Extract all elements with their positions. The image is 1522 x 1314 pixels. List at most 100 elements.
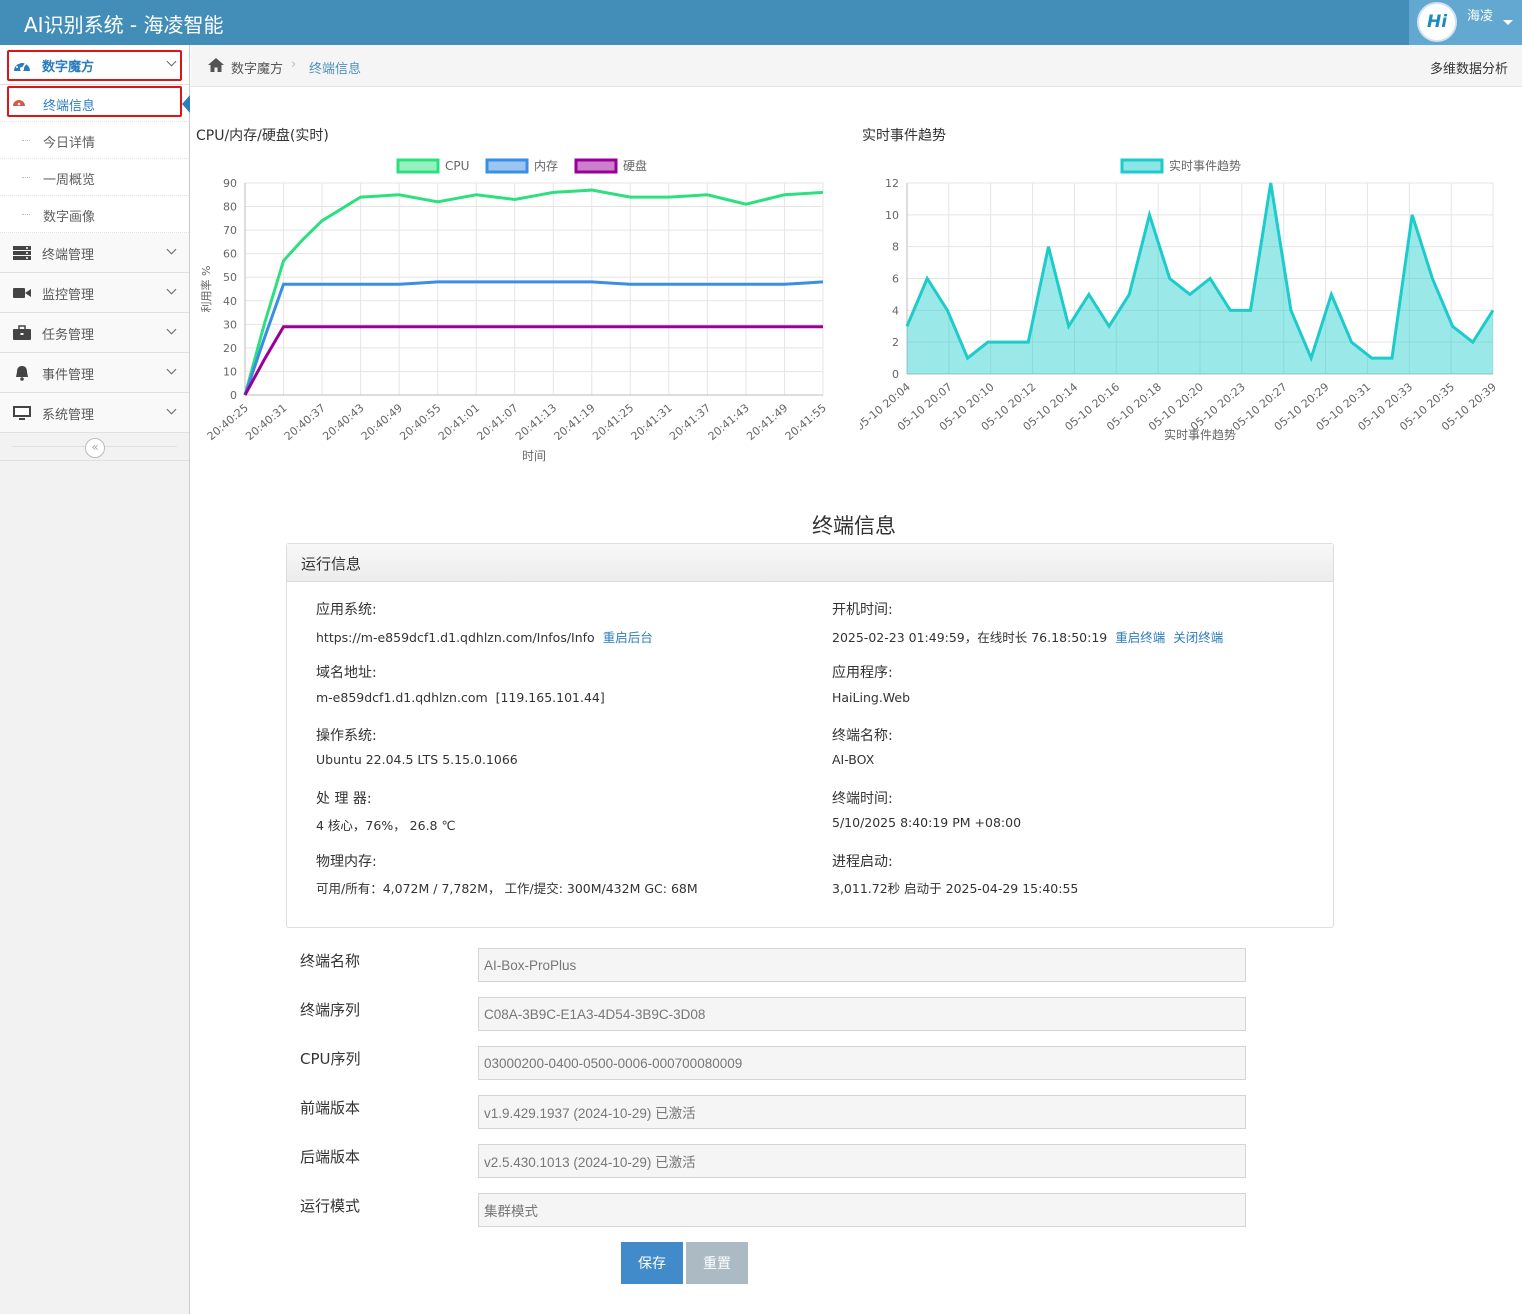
breadcrumb-current: 终端信息 [309, 62, 362, 77]
x-tick-label: 20:40:31 [243, 401, 289, 443]
x-tick-label: 20:41:13 [513, 401, 559, 443]
home-icon[interactable] [208, 58, 224, 72]
y-tick-label: 50 [223, 271, 237, 284]
label-memory: 物理内存: [316, 854, 377, 870]
user-name[interactable]: 海凌 [1467, 9, 1494, 24]
frontend-version-input[interactable] [478, 1095, 1246, 1129]
menu-label: 系统管理 [42, 408, 95, 423]
series-line-2 [243, 325, 823, 396]
boot-time-text: 2025-02-23 01:49:59，在线时长 76.18:50:19 [832, 630, 1108, 645]
y-tick-label: 6 [892, 273, 899, 286]
value-terminal-name: AI-BOX [832, 752, 875, 767]
value-cpu: 4 核心，76%， 26.8 ℃ [316, 818, 456, 833]
x-tick-label: 20:41:01 [436, 401, 482, 443]
video-camera-icon [12, 285, 32, 301]
caret-down-icon[interactable] [1503, 20, 1513, 25]
tree-dash [22, 214, 30, 215]
form-label-terminal-name: 终端名称 [300, 952, 361, 970]
highlight-box-submenu [7, 86, 182, 117]
chevron-down-icon [166, 324, 177, 335]
x-tick-label: 20:41:37 [667, 401, 713, 443]
cpu-serial-input[interactable] [478, 1046, 1246, 1080]
chart-title-events: 实时事件趋势 [862, 128, 946, 144]
y-tick-label: 8 [892, 241, 899, 254]
terminal-serial-input[interactable] [478, 997, 1246, 1031]
series-line-0 [905, 182, 1495, 363]
chevron-down-icon [166, 364, 177, 375]
y-tick-label: 10 [223, 365, 237, 378]
run-mode-input[interactable] [478, 1193, 1246, 1227]
restart-backend-link[interactable]: 重启后台 [602, 630, 653, 645]
terminal-name-input[interactable] [478, 948, 1246, 982]
submenu-digital-portrait[interactable]: 数字画像 [0, 196, 189, 233]
value-app-system: https://m-e859dcf1.d1.qdhlzn.com/Infos/I… [316, 627, 653, 646]
x-tick-label: 20:41:43 [706, 401, 752, 443]
menu-terminal-management[interactable]: 终端管理 [0, 233, 189, 273]
multi-dimension-analysis-link[interactable]: 多维数据分析 [1429, 62, 1508, 77]
form-label-terminal-serial: 终端序列 [300, 1001, 361, 1019]
x-tick-label: 20:40:43 [320, 401, 366, 443]
app-title[interactable]: AI识别系统 - 海凌智能 [24, 13, 224, 37]
panel-title: 运行信息 [287, 544, 1333, 582]
menu-label: 任务管理 [42, 328, 95, 343]
y-tick-label: 4 [892, 304, 899, 317]
form-label-frontend-version: 前端版本 [300, 1099, 361, 1117]
form-label-cpu-serial: CPU序列 [300, 1050, 361, 1068]
x-tick-label: 20:40:37 [282, 401, 328, 443]
server-icon [12, 245, 32, 261]
breadcrumb-home[interactable]: 数字魔方 [231, 62, 284, 77]
y-tick-label: 60 [223, 248, 237, 261]
submenu-label: 一周概览 [43, 173, 96, 188]
x-tick-label: 20:41:19 [552, 401, 598, 443]
y-tick-label: 2 [892, 336, 899, 349]
label-domain: 域名地址: [316, 665, 377, 681]
value-os: Ubuntu 22.04.5 LTS 5.15.0.1066 [316, 752, 518, 767]
label-terminal-time: 终端时间: [832, 791, 893, 807]
submenu-label: 今日详情 [43, 136, 96, 151]
section-title: 终端信息 [812, 514, 896, 538]
value-app-program: HaiLing.Web [832, 690, 911, 705]
menu-system-management[interactable]: 系统管理 [0, 393, 189, 433]
y-tick-label: 70 [223, 224, 237, 237]
run-info-panel: 运行信息 [286, 543, 1334, 928]
y-tick-label: 10 [885, 209, 899, 222]
legend-label-2: 硬盘 [623, 158, 647, 173]
label-process-start: 进程启动: [832, 854, 893, 870]
value-memory: 可用/所有：4,072M / 7,782M， 工作/提交: 300M/432M … [316, 881, 698, 896]
menu-event-management[interactable]: 事件管理 [0, 353, 189, 393]
navbar: AI识别系统 - 海凌智能 Hi 海凌 [0, 0, 1522, 45]
briefcase-icon [12, 325, 32, 341]
label-app-system: 应用系统: [316, 602, 377, 618]
y-tick-label: 12 [885, 177, 899, 190]
user-menu[interactable]: Hi 海凌 [1409, 0, 1522, 45]
submenu-week-overview[interactable]: 一周概览 [0, 159, 189, 196]
x-tick-label: 20:41:25 [590, 401, 636, 443]
legend-swatch-1 [485, 158, 529, 174]
menu-task-management[interactable]: 任务管理 [0, 313, 189, 353]
restart-terminal-link[interactable]: 重启终端 [1115, 630, 1166, 645]
series-area-0 [907, 183, 1493, 374]
shutdown-terminal-link[interactable]: 关闭终端 [1173, 630, 1224, 645]
menu-monitor-management[interactable]: 监控管理 [0, 273, 189, 313]
x-tick-label: 20:40:55 [397, 401, 443, 443]
breadcrumb: 数字魔方 › 终端信息 多维数据分析 [191, 45, 1522, 87]
legend-swatch-0 [1120, 158, 1164, 174]
user-avatar[interactable]: Hi [1417, 2, 1457, 42]
save-button[interactable]: 保存 [621, 1242, 683, 1284]
menu-label: 终端管理 [42, 248, 95, 263]
reset-button[interactable]: 重置 [686, 1242, 748, 1284]
form-label-run-mode: 运行模式 [300, 1197, 361, 1215]
y-tick-label: 90 [223, 177, 237, 190]
label-cpu: 处 理 器: [316, 791, 372, 807]
legend-label-1: 内存 [534, 159, 558, 173]
x-tick-label: 20:41:31 [629, 401, 675, 443]
double-angle-left-icon[interactable]: « [85, 438, 105, 458]
value-process-start: 3,011.72秒 启动于 2025-04-29 15:40:55 [832, 881, 1079, 896]
chevron-down-icon [166, 244, 177, 255]
backend-version-input[interactable] [478, 1144, 1246, 1178]
submenu-today-details[interactable]: 今日详情 [0, 122, 189, 159]
dashboard-small-icon [13, 96, 25, 112]
usage-line-chart: 010203040506070809020:40:2520:40:3120:40… [199, 158, 829, 463]
menu-label: 事件管理 [42, 368, 95, 383]
